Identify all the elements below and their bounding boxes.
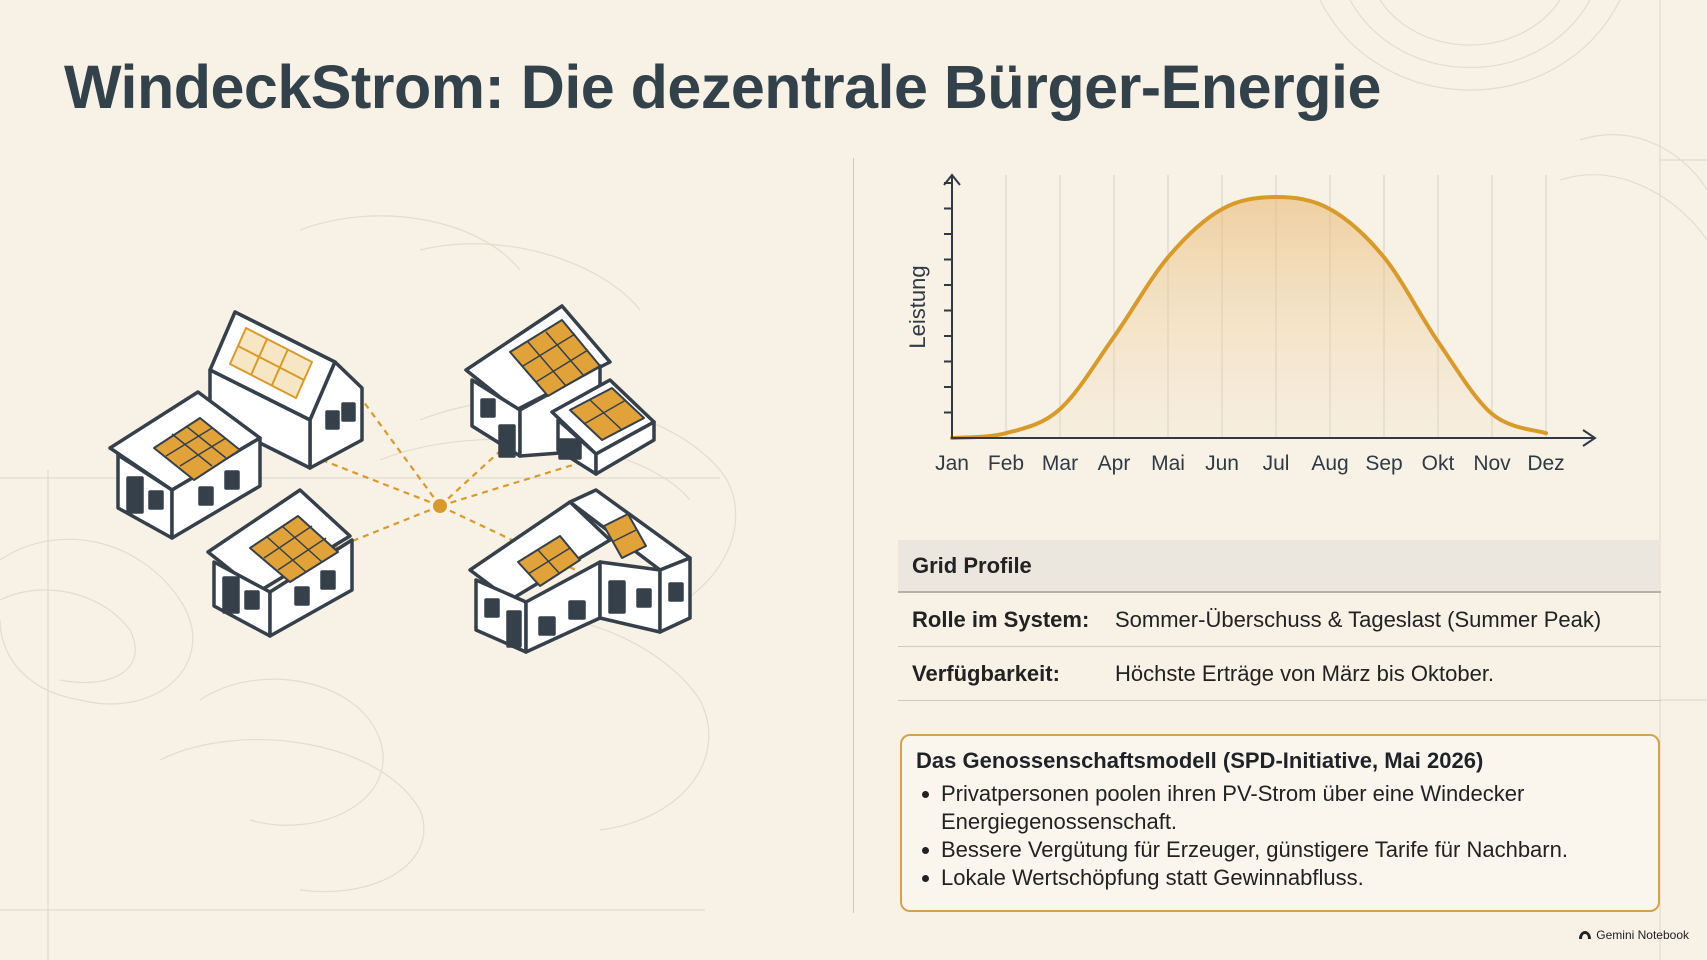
x-tick-label: Okt bbox=[1422, 452, 1455, 475]
table-header: Grid Profile bbox=[898, 540, 1661, 593]
list-item: Bessere Vergütung für Erzeuger, günstige… bbox=[916, 836, 1644, 864]
list-item: Lokale Wertschöpfung statt Gewinnabfluss… bbox=[916, 864, 1644, 892]
x-tick-label: Jun bbox=[1205, 452, 1239, 475]
series-area bbox=[952, 197, 1546, 438]
x-tick-label: Nov bbox=[1473, 452, 1511, 475]
solar-panel-icon bbox=[517, 535, 581, 587]
row-label: Rolle im System: bbox=[912, 606, 1090, 632]
cooperative-model-box: Das Genossenschaftsmodell (SPD-Initiativ… bbox=[900, 734, 1660, 912]
row-value: Sommer-Überschuss & Tageslast (Summer Pe… bbox=[1115, 606, 1602, 632]
house-icon bbox=[206, 488, 354, 638]
yield-chart: Jan Feb Mar Apr Mai Jun Jul Aug Sep Okt Nov Dez Lei… bbox=[905, 173, 1597, 475]
solar-panel-icon bbox=[569, 387, 645, 441]
x-tick-label: Aug bbox=[1311, 452, 1348, 475]
table-row: Verfügbarkeit: Höchste Erträge von März … bbox=[898, 647, 1661, 701]
row-value: Höchste Erträge von März bis Oktober. bbox=[1115, 660, 1495, 686]
solar-panel-icon bbox=[249, 515, 339, 583]
solar-panel-icon bbox=[153, 417, 241, 481]
x-tick-label: Apr bbox=[1098, 452, 1131, 475]
x-tick-label: Mar bbox=[1042, 452, 1078, 475]
house-icon bbox=[468, 488, 692, 654]
x-tick-label: Dez bbox=[1527, 452, 1564, 475]
x-tick-label: Jan bbox=[935, 452, 969, 475]
brand-label: Gemini Notebook bbox=[1596, 928, 1689, 942]
x-tick-label: Jul bbox=[1263, 452, 1290, 475]
table-row: Rolle im System: Sommer-Überschuss & Tag… bbox=[898, 593, 1661, 647]
list-item: Privatpersonen poolen ihren PV-Strom übe… bbox=[916, 780, 1644, 836]
solar-panel-icon bbox=[229, 327, 313, 399]
brand-badge: Gemini Notebook bbox=[1578, 928, 1689, 942]
vertical-divider bbox=[853, 158, 854, 913]
x-tick-label: Mai bbox=[1151, 452, 1185, 475]
solar-panel-icon bbox=[509, 319, 601, 397]
houses-illustration bbox=[108, 304, 692, 654]
house-icon bbox=[208, 310, 364, 470]
page-title: WindeckStrom: Die dezentrale Bürger-Ener… bbox=[64, 53, 1381, 121]
bullet-list: Privatpersonen poolen ihren PV-Strom übe… bbox=[916, 780, 1644, 892]
hub-node-icon bbox=[433, 499, 447, 513]
solar-panel-icon bbox=[603, 513, 647, 559]
x-tick-label: Sep bbox=[1365, 452, 1402, 475]
x-tick-label: Feb bbox=[988, 452, 1024, 475]
house-icon bbox=[464, 304, 656, 476]
house-icon bbox=[108, 390, 262, 540]
box-title: Das Genossenschaftsmodell (SPD-Initiativ… bbox=[916, 748, 1484, 773]
grid-profile-table: Grid Profile Rolle im System: Sommer-Übe… bbox=[898, 540, 1661, 701]
series-line bbox=[950, 195, 1548, 440]
row-label: Verfügbarkeit: bbox=[912, 660, 1060, 686]
y-axis-label: Leistung bbox=[905, 265, 930, 348]
gemini-logo-icon bbox=[1579, 931, 1592, 939]
